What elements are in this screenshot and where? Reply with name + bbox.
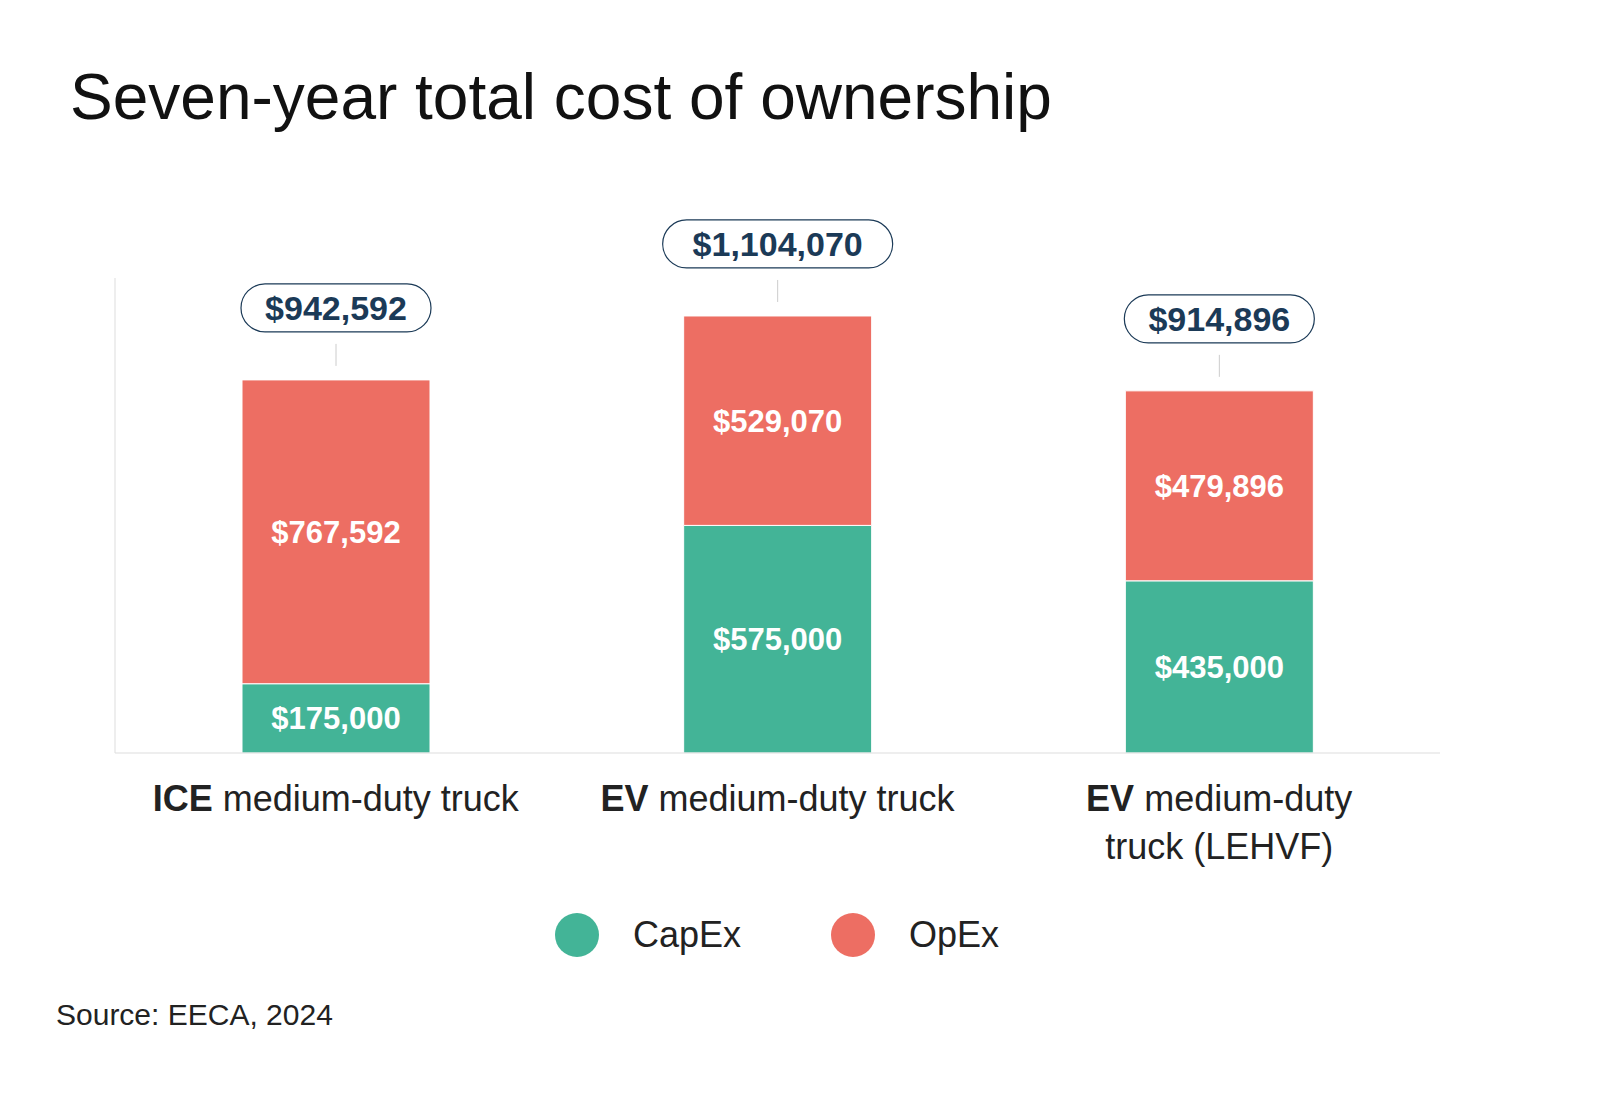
- svg-text:$942,592: $942,592: [265, 289, 407, 327]
- svg-text:EV medium-duty: EV medium-duty: [1086, 778, 1352, 819]
- svg-text:EV medium-duty truck: EV medium-duty truck: [600, 778, 955, 819]
- svg-text:$575,000: $575,000: [713, 622, 842, 657]
- svg-text:$1,104,070: $1,104,070: [693, 225, 863, 263]
- html-text:Source: EECA, 2024: Source: EECA, 2024: [56, 998, 333, 1031]
- svg-text:$767,592: $767,592: [271, 515, 400, 550]
- svg-text:$435,000: $435,000: [1155, 650, 1284, 685]
- html-text:OpEx: OpEx: [909, 914, 999, 955]
- svg-text:$914,896: $914,896: [1148, 300, 1290, 338]
- html-text:Seven-year total cost of owner: Seven-year total cost of ownership: [70, 61, 1052, 133]
- svg-text:$479,896: $479,896: [1155, 469, 1284, 504]
- svg-text:truck (LEHVF): truck (LEHVF): [1105, 826, 1333, 867]
- svg-text:$529,070: $529,070: [713, 404, 842, 439]
- svg-text:$175,000: $175,000: [271, 701, 400, 736]
- html-text:CapEx: CapEx: [632, 914, 741, 955]
- svg-text:ICE medium-duty truck: ICE medium-duty truck: [153, 778, 520, 819]
